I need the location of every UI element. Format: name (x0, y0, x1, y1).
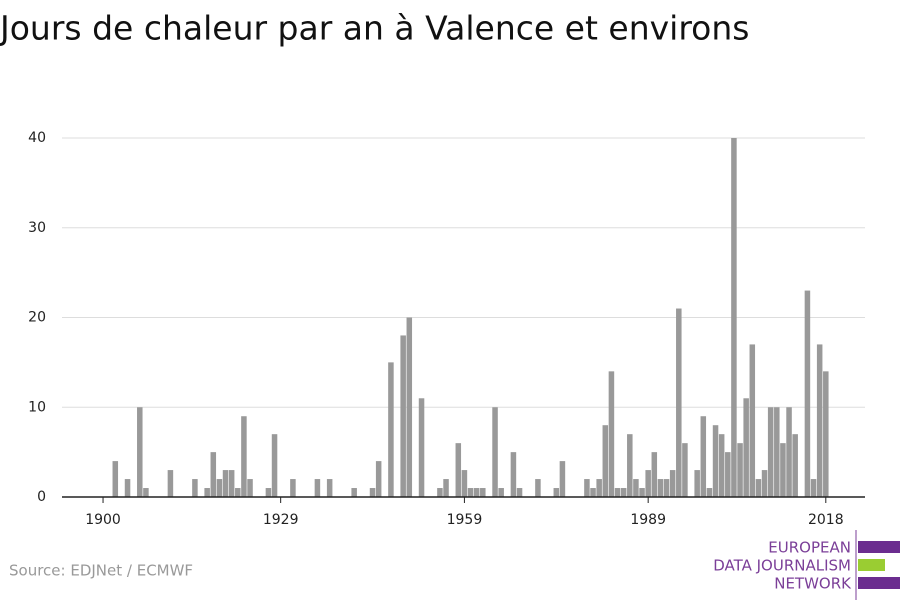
bar (706, 488, 713, 497)
bar (461, 470, 468, 497)
logo-bar (858, 541, 900, 553)
bar (247, 479, 253, 497)
bar (780, 443, 786, 497)
bar (216, 479, 223, 497)
logo-text: DATA JOURNALISM (713, 557, 851, 575)
bar (786, 407, 792, 497)
bar (792, 434, 798, 497)
bar (375, 461, 382, 497)
bar (406, 317, 413, 497)
logo-bar (858, 577, 900, 589)
bar (553, 488, 560, 497)
bar (767, 407, 774, 497)
x-tick-label: 1900 (85, 512, 121, 528)
bar (669, 470, 676, 497)
bar (682, 443, 688, 497)
bar (700, 416, 707, 497)
bar (137, 407, 143, 497)
logo-text: NETWORK (774, 575, 852, 593)
bar (676, 308, 682, 497)
bar (388, 362, 394, 497)
bar (810, 479, 817, 497)
bar (608, 371, 615, 497)
y-tick-label: 0 (37, 489, 46, 505)
bar (584, 479, 590, 497)
bar (467, 488, 474, 497)
x-tick-label: 1959 (447, 512, 483, 528)
bar (614, 488, 621, 497)
bar (143, 488, 149, 497)
bar (816, 344, 823, 497)
bar (400, 335, 406, 497)
bar (418, 398, 425, 497)
y-tick-label: 20 (28, 310, 46, 326)
bar (804, 290, 811, 497)
bar (235, 488, 241, 497)
bar (498, 488, 504, 497)
bar (222, 470, 229, 497)
source: Source: EDJNet / ECMWF (9, 562, 193, 580)
bar (737, 443, 743, 497)
bar (657, 479, 664, 497)
bar (443, 479, 449, 497)
bar (351, 488, 357, 497)
bar (620, 488, 627, 497)
bar (265, 488, 272, 497)
bar (712, 425, 719, 497)
bar (204, 488, 210, 497)
bar (749, 344, 756, 497)
bar (112, 461, 119, 497)
bar (602, 425, 609, 497)
bar (639, 488, 645, 497)
x-tick-label: 1929 (263, 512, 299, 528)
bar (241, 416, 247, 497)
bar (823, 371, 829, 497)
bar (590, 488, 596, 497)
bar (535, 479, 541, 497)
bar (455, 443, 462, 497)
bar (228, 470, 235, 497)
bar (633, 479, 639, 497)
x-tick-label: 2018 (808, 512, 844, 528)
bar (559, 461, 566, 497)
y-tick-label: 40 (28, 130, 46, 146)
bar (663, 479, 670, 497)
bar (290, 479, 296, 497)
bar (645, 470, 651, 497)
bar (755, 479, 762, 497)
bar (314, 479, 321, 497)
bar (718, 434, 725, 497)
logo-text: EUROPEAN (768, 539, 851, 557)
bar (731, 138, 737, 497)
logo-bar (858, 559, 885, 571)
y-tick-label: 30 (28, 220, 46, 236)
bar (369, 488, 376, 497)
bar (124, 479, 131, 497)
chart-title: Jours de chaleur par an à Valence et env… (0, 9, 749, 48)
bar (516, 488, 523, 497)
bar (167, 470, 174, 497)
bar (473, 488, 480, 497)
bar (774, 407, 780, 497)
bar (743, 398, 749, 497)
bar (510, 452, 517, 497)
bar (725, 452, 731, 497)
bar (480, 488, 486, 497)
bar (437, 488, 443, 497)
bar (761, 470, 768, 497)
bar (596, 479, 602, 497)
bar (192, 479, 198, 497)
x-tick-label: 1989 (630, 512, 666, 528)
bar (651, 452, 658, 497)
y-tick-label: 10 (28, 399, 46, 415)
bar (271, 434, 278, 497)
bar (326, 479, 333, 497)
bar (210, 452, 217, 497)
bar (627, 434, 633, 497)
bar (694, 470, 700, 497)
bar (492, 407, 498, 497)
